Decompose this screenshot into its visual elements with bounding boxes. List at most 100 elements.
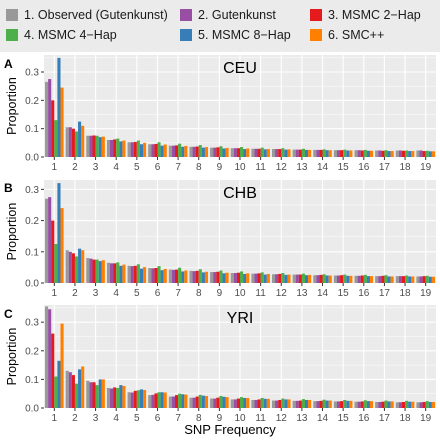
bar-yri-s6-x3 — [101, 379, 105, 408]
bar-ceu-s2-x1 — [48, 79, 52, 157]
bar-ceu-s3-x6 — [154, 143, 158, 157]
bar-yri-s3-x16 — [360, 401, 364, 408]
x-tick-label: 3 — [93, 288, 99, 299]
bar-chb-s3-x1 — [51, 220, 55, 283]
legend-label-gutenkunst: 2. Gutenkunst — [198, 8, 276, 22]
bar-chb-s6-x8 — [204, 271, 209, 283]
bar-ceu-s5-x12 — [284, 149, 288, 157]
bar-yri-s5-x7 — [181, 394, 185, 408]
bar-chb-s5-x9 — [222, 273, 226, 283]
bar-chb-s2-x14 — [316, 275, 320, 283]
bar-chb-s4-x19 — [425, 275, 429, 283]
x-tick-label: 9 — [217, 288, 223, 299]
legend-swatch-gutenkunst — [180, 9, 192, 21]
bar-chb-s1-x5 — [127, 265, 131, 283]
x-tick-label: 10 — [234, 413, 246, 424]
panel-title: YRI — [227, 310, 254, 327]
bar-yri-s1-x8 — [189, 397, 193, 408]
x-tick-label: 2 — [72, 413, 78, 424]
x-tick-label: 2 — [72, 162, 78, 173]
bar-yri-s6-x6 — [163, 392, 167, 408]
x-tick-label: 4 — [113, 162, 119, 173]
bar-yri-s6-x7 — [184, 394, 188, 408]
bar-yri-s3-x14 — [319, 400, 323, 408]
x-tick-label: 17 — [379, 162, 391, 173]
bar-yri-s1-x13 — [292, 400, 296, 408]
x-tick-label: 19 — [420, 162, 432, 173]
panel-title: CEU — [223, 60, 257, 77]
bar-yri-s4-x16 — [363, 400, 367, 408]
bar-yri-s1-x19 — [416, 402, 420, 408]
bar-ceu-s4-x2 — [74, 131, 79, 157]
bar-chb-s3-x14 — [319, 274, 323, 283]
bar-chb-s4-x6 — [157, 266, 161, 283]
bar-ceu-s2-x8 — [192, 146, 196, 157]
bar-ceu-s6-x1 — [60, 87, 64, 157]
legend-label-smcpp: 6. SMC++ — [328, 28, 385, 42]
panel-chb: 0.00.10.20.31 2 3 4 5 6 7 8 9 10 11 12 13 14 15 16 17 18 1… — [4, 180, 436, 299]
bar-yri-s3-x2 — [71, 375, 75, 408]
bar-ceu-s5-x19 — [428, 151, 432, 157]
bar-chb-s4-x13 — [301, 273, 305, 283]
bar-yri-s4-x9 — [219, 395, 223, 408]
x-tick-label: 11 — [255, 288, 266, 299]
bar-ceu-s3-x11 — [257, 148, 261, 157]
bar-ceu-s2-x6 — [151, 144, 155, 157]
bar-chb-s4-x8 — [198, 269, 202, 283]
x-tick-label: 1 — [52, 162, 58, 173]
bar-yri-s6-x14 — [328, 400, 332, 408]
y-tick-label: 0.0 — [25, 153, 39, 164]
bar-chb-s3-x2 — [71, 253, 75, 283]
bar-yri-s4-x11 — [260, 397, 264, 408]
bar-chb-s1-x8 — [189, 270, 193, 283]
x-tick-label: 6 — [155, 162, 161, 173]
bar-yri-s1-x4 — [106, 387, 111, 408]
x-tick-label: 7 — [175, 288, 181, 299]
bar-yri-s3-x3 — [92, 382, 96, 408]
bar-ceu-s5-x18 — [408, 151, 412, 157]
bar-ceu-s1-x12 — [271, 149, 276, 157]
bar-yri-s4-x12 — [281, 398, 285, 408]
bar-yri-s2-x17 — [378, 401, 382, 408]
bar-ceu-s1-x8 — [189, 146, 193, 157]
bar-yri-s4-x19 — [425, 401, 429, 408]
bar-ceu-s2-x17 — [378, 150, 382, 157]
bar-yri-s4-x7 — [178, 393, 182, 408]
bar-chb-s2-x1 — [48, 197, 52, 283]
bar-chb-s2-x9 — [213, 272, 217, 283]
bar-chb-s2-x12 — [275, 274, 279, 283]
x-tick-label: 14 — [317, 162, 329, 173]
bar-ceu-s5-x13 — [304, 149, 309, 157]
x-tick-label: 18 — [399, 288, 411, 299]
bar-ceu-s6-x19 — [431, 151, 435, 157]
bar-chb-s4-x14 — [322, 274, 326, 283]
legend-item-gutenkunst: 2. Gutenkunst — [180, 7, 276, 23]
bar-yri-s4-x4 — [116, 387, 120, 408]
bar-chb-s1-x3 — [86, 258, 90, 283]
bar-chb-s1-x19 — [416, 276, 420, 283]
bar-yri-s1-x12 — [271, 400, 276, 408]
bar-chb-s4-x12 — [281, 273, 285, 283]
bar-ceu-s3-x16 — [360, 150, 364, 157]
bar-yri-s1-x15 — [333, 401, 337, 408]
bar-chb-s6-x6 — [163, 268, 167, 283]
bar-chb-s3-x6 — [154, 268, 158, 283]
bar-ceu-s1-x2 — [65, 127, 69, 157]
bar-ceu-s5-x14 — [325, 150, 329, 157]
bar-yri-s6-x19 — [431, 401, 435, 408]
bar-yri-s6-x12 — [287, 399, 291, 408]
bar-yri-s2-x15 — [336, 401, 341, 408]
bar-yri-s5-x16 — [366, 401, 370, 408]
bar-ceu-s2-x18 — [398, 150, 402, 157]
bar-ceu-s3-x12 — [278, 149, 282, 157]
bar-chb-s2-x5 — [130, 266, 134, 283]
bar-yri-s5-x19 — [428, 401, 432, 408]
bar-yri-s6-x2 — [81, 366, 85, 408]
bar-chb-s5-x19 — [428, 276, 432, 283]
bar-ceu-s4-x4 — [116, 138, 120, 157]
x-tick-label: 17 — [379, 413, 391, 424]
bar-chb-s1-x14 — [313, 275, 317, 283]
x-tick-label: 8 — [196, 413, 202, 424]
bar-ceu-s3-x17 — [381, 150, 385, 157]
bar-chb-s2-x13 — [295, 274, 299, 283]
